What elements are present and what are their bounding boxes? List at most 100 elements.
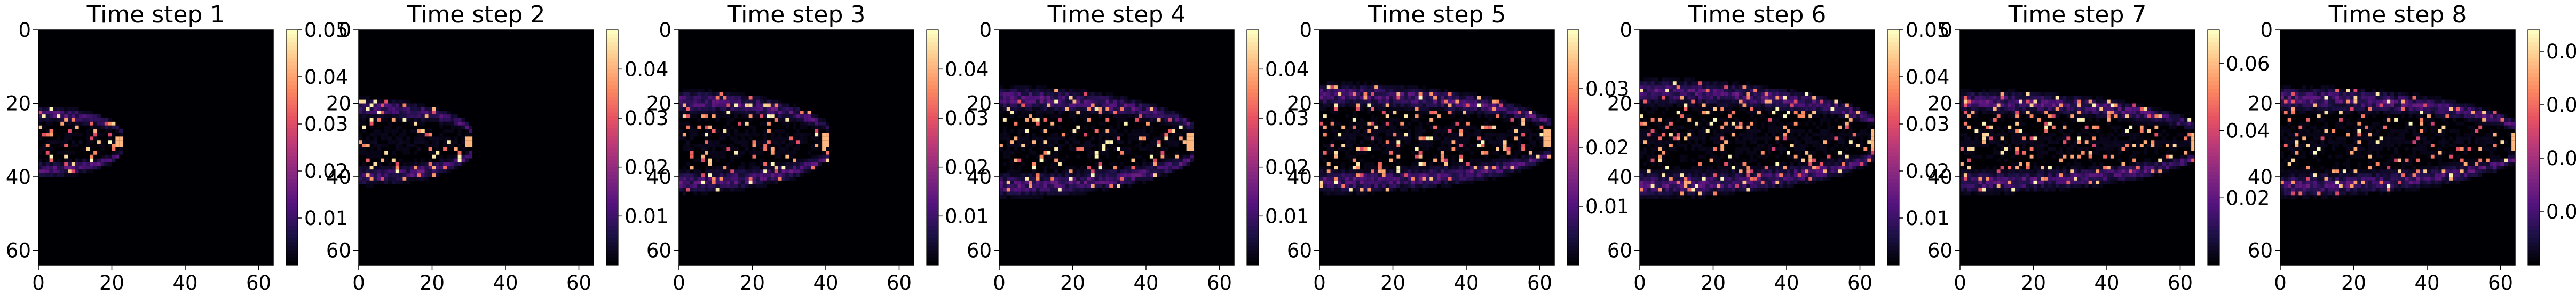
y-tick-label: 60 bbox=[967, 239, 992, 262]
y-tick-label: 60 bbox=[1927, 239, 1953, 262]
y-tick-label: 40 bbox=[2248, 166, 2273, 189]
x-tick-label: 40 bbox=[172, 271, 197, 294]
y-tick-label: 60 bbox=[2248, 239, 2273, 262]
y-tick-label: 40 bbox=[1287, 166, 1312, 189]
x-tick-label: 20 bbox=[420, 271, 445, 294]
panel-title: Time step 5 bbox=[1368, 1, 1506, 28]
colorbar-tick-label: 0.04 bbox=[304, 66, 348, 89]
x-tick-label: 40 bbox=[1774, 271, 1799, 294]
colorbar-tick-label: 0.01 bbox=[1265, 205, 1309, 228]
colorbar-tick-label: 0.01 bbox=[304, 207, 348, 230]
y-tick-label: 20 bbox=[2248, 92, 2273, 115]
x-tick-label: 0 bbox=[2274, 271, 2287, 294]
colorbar-tick-label: 0.03 bbox=[1906, 113, 1949, 136]
y-tick-label: 20 bbox=[326, 92, 351, 115]
panel-title: Time step 4 bbox=[1047, 1, 1186, 28]
x-tick-label: 60 bbox=[887, 271, 912, 294]
heatmap-cells bbox=[679, 30, 914, 265]
panel-title: Time step 3 bbox=[727, 1, 866, 28]
y-tick-label: 40 bbox=[646, 166, 671, 189]
y-tick-label: 60 bbox=[1287, 239, 1312, 262]
x-tick-label: 60 bbox=[1527, 271, 1552, 294]
colorbar-tick-label: 0.03 bbox=[304, 113, 348, 136]
x-tick-label: 0 bbox=[1313, 271, 1326, 294]
colorbar-tick-label: 0.04 bbox=[1265, 58, 1309, 81]
y-tick-label: 40 bbox=[6, 166, 31, 189]
y-tick-label: 40 bbox=[1927, 166, 1953, 189]
colorbar: 0.02 0.04 0.06 bbox=[2208, 30, 2270, 266]
heatmap-cells bbox=[359, 30, 594, 265]
colorbar-tick-label: 0.04 bbox=[625, 58, 668, 81]
colorbar: 0.010.020.030.04 bbox=[606, 30, 668, 266]
x-tick-label: 40 bbox=[2094, 271, 2119, 294]
colorbar-tick-label: 0.04 bbox=[1906, 66, 1949, 89]
colorbar: 0.010.020.030.04 bbox=[2528, 30, 2576, 266]
y-tick-label: 0 bbox=[18, 19, 31, 42]
colorbar-tick-label: 0.01 bbox=[945, 205, 989, 228]
x-tick-label: 20 bbox=[2021, 271, 2046, 294]
heatmap-background bbox=[359, 30, 594, 265]
panel-title: Time step 7 bbox=[2008, 1, 2147, 28]
colorbar-tick-label: 0.01 bbox=[2546, 200, 2576, 223]
x-tick-label: 0 bbox=[1633, 271, 1646, 294]
y-tick-label: 0 bbox=[659, 19, 671, 42]
y-tick-label: 20 bbox=[967, 92, 992, 115]
y-tick-label: 0 bbox=[1299, 19, 1312, 42]
colorbar: 0.010.020.03 bbox=[1567, 30, 1629, 266]
x-tick-label: 60 bbox=[566, 271, 591, 294]
heatmap-cells bbox=[1319, 30, 1554, 265]
colorbar: 0.010.020.030.04 bbox=[927, 30, 989, 266]
x-tick-label: 40 bbox=[813, 271, 838, 294]
heatmap-cells bbox=[38, 30, 273, 265]
y-tick-label: 0 bbox=[1940, 19, 1953, 42]
y-tick-label: 60 bbox=[646, 239, 671, 262]
y-tick-label: 0 bbox=[338, 19, 351, 42]
colorbar-tick-label: 0.03 bbox=[2546, 94, 2576, 116]
x-tick-label: 0 bbox=[32, 271, 45, 294]
x-tick-label: 40 bbox=[1133, 271, 1158, 294]
x-tick-label: 60 bbox=[246, 271, 271, 294]
y-tick-label: 0 bbox=[1619, 19, 1632, 42]
y-tick-label: 40 bbox=[1607, 166, 1632, 189]
x-tick-label: 60 bbox=[1207, 271, 1232, 294]
x-tick-label: 60 bbox=[2168, 271, 2193, 294]
colorbar-tick-label: 0.01 bbox=[1585, 195, 1629, 218]
colorbar-tick-label: 0.04 bbox=[2226, 120, 2270, 143]
y-tick-label: 20 bbox=[646, 92, 671, 115]
y-tick-label: 60 bbox=[326, 239, 351, 262]
y-tick-label: 40 bbox=[967, 166, 992, 189]
heatmap-cells bbox=[1640, 30, 1875, 265]
colorbar-tick-label: 0.04 bbox=[945, 58, 989, 81]
x-tick-label: 0 bbox=[993, 271, 1006, 294]
colorbar: 0.010.020.030.040.05 bbox=[286, 19, 348, 266]
x-tick-label: 40 bbox=[2414, 271, 2439, 294]
y-tick-label: 20 bbox=[1607, 92, 1632, 115]
colorbar-tick-label: 0.02 bbox=[2546, 147, 2576, 170]
panel-title: Time step 8 bbox=[2328, 1, 2467, 28]
colorbar-tick-label: 0.06 bbox=[2226, 52, 2270, 75]
x-tick-label: 60 bbox=[1847, 271, 1872, 294]
panel-title: Time step 1 bbox=[86, 1, 225, 28]
x-tick-label: 0 bbox=[352, 271, 365, 294]
heatmap-cells bbox=[999, 30, 1234, 265]
colorbar-tick-label: 0.02 bbox=[2226, 187, 2270, 209]
x-tick-label: 20 bbox=[1701, 271, 1726, 294]
heatmap-panel-7: Time step 7 0 20 40 60 0 20 40 60 0.02 0.04 0.06 bbox=[1927, 1, 2270, 294]
y-tick-label: 20 bbox=[1927, 92, 1953, 115]
colorbar-tick-label: 0.01 bbox=[625, 205, 668, 228]
x-tick-label: 20 bbox=[1060, 271, 1085, 294]
y-tick-label: 0 bbox=[2260, 19, 2273, 42]
x-tick-label: 40 bbox=[1453, 271, 1479, 294]
heatmap-cells bbox=[2280, 30, 2515, 265]
heatmap-cells bbox=[1960, 30, 2195, 265]
colorbar: 0.010.020.030.04 bbox=[1247, 30, 1309, 266]
colorbar: 0.010.020.030.040.05 bbox=[1887, 19, 1949, 266]
panel-title: Time step 6 bbox=[1688, 1, 1827, 28]
x-tick-label: 40 bbox=[493, 271, 518, 294]
y-tick-label: 60 bbox=[1607, 239, 1632, 262]
